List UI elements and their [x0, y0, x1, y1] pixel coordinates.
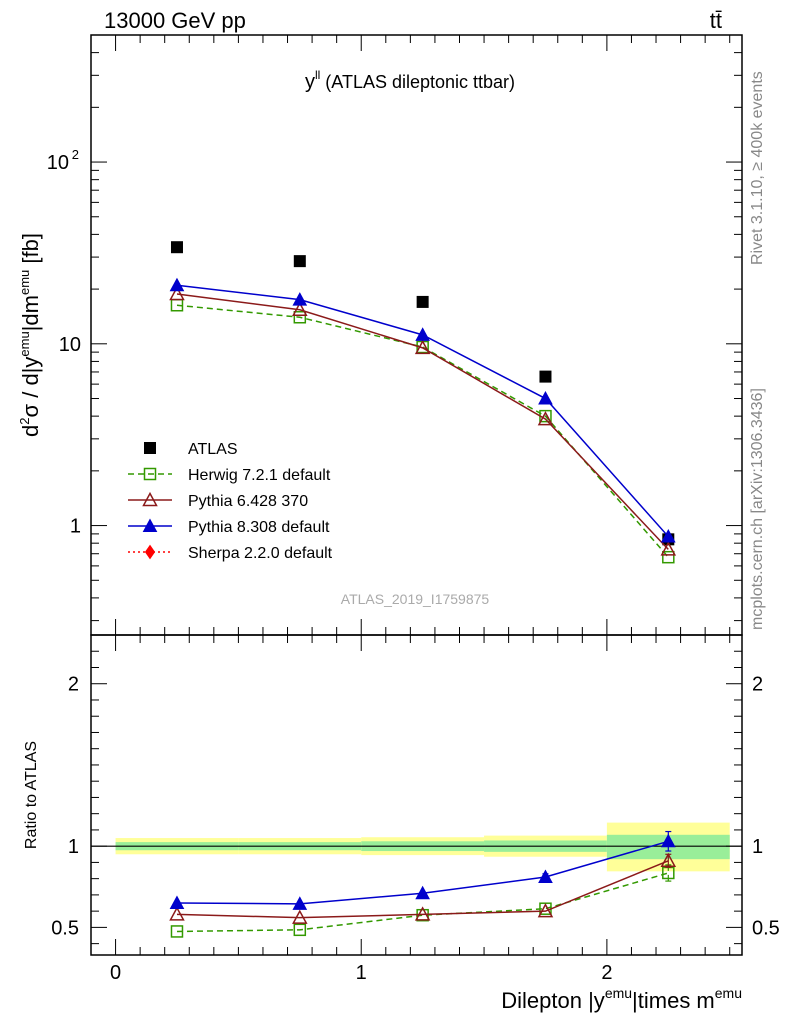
process-label: tt̄ — [710, 8, 722, 33]
legend-label: Sherpa 2.2.0 default — [188, 545, 333, 562]
ratio-data-point — [169, 895, 185, 910]
data-point — [292, 292, 308, 306]
data-point — [660, 529, 676, 543]
ratio-data-point — [414, 906, 431, 921]
data-point — [416, 295, 429, 308]
data-point — [660, 541, 677, 556]
data-point — [170, 241, 183, 254]
legend-marker — [142, 491, 158, 507]
ratio-data-point — [292, 909, 308, 924]
rivet-label: Rivet 3.1.10, ≥ 400k events — [749, 71, 766, 265]
mcplots-label: mcplots.cern.ch [arXiv:1306.3436] — [749, 388, 766, 630]
data-point — [415, 327, 430, 341]
y-tick-label: 10 — [47, 152, 69, 174]
data-point — [414, 339, 431, 355]
ratio-data-point — [660, 852, 677, 868]
x-axis-label: Dilepton |yemu|times memu — [501, 985, 742, 1013]
ratio-series-line — [176, 860, 669, 919]
y-tick-label-right: 2 — [752, 674, 763, 696]
ratio-data-point — [170, 925, 184, 938]
y-tick-label: 10 — [59, 334, 81, 356]
legend-label: ATLAS — [188, 441, 238, 458]
ratio-data-point — [415, 885, 430, 900]
data-point — [539, 370, 552, 383]
ratio-data-point — [660, 833, 676, 848]
legend-marker — [143, 467, 157, 481]
ratio-y-axis-label: Ratio to ATLAS — [23, 741, 40, 849]
data-point — [292, 301, 308, 316]
ratio-data-point — [292, 896, 308, 910]
data-point — [293, 310, 307, 324]
analysis-id: ATLAS_2019_I1759875 — [341, 591, 490, 607]
y-tick-label: 2 — [68, 674, 79, 696]
data-point — [293, 255, 306, 268]
ratio-frame — [90, 634, 743, 956]
chart-title: yll (ATLAS dileptonic ttbar) — [305, 68, 515, 93]
y-tick-label: 0.5 — [51, 917, 79, 939]
y-tick-label-right: 0.5 — [752, 917, 780, 939]
ratio-data-point — [293, 923, 307, 937]
data-point — [538, 390, 553, 405]
legend-label: Pythia 6.428 370 — [188, 493, 308, 510]
legend-label: Pythia 8.308 default — [188, 519, 330, 536]
y-tick-label-right: 1 — [752, 836, 763, 858]
data-point — [169, 277, 185, 292]
legend-marker — [142, 518, 158, 532]
x-tick-label: 0 — [110, 962, 121, 984]
y-axis-label: d2σ / d|yemu|dmemu [fb] — [17, 233, 43, 437]
ratio-data-point — [537, 903, 554, 918]
series-line — [176, 293, 669, 550]
legend-marker — [144, 442, 156, 454]
legend-label: Herwig 7.2.1 default — [188, 467, 331, 484]
x-tick-label: 2 — [601, 962, 612, 984]
data-point — [169, 285, 185, 301]
y-tick-label: 1 — [70, 516, 81, 538]
legend: ATLAS Herwig 7.2.1 default Pythia 6.428 37… — [128, 441, 333, 562]
ratio-data-point — [538, 869, 553, 884]
ratio-series-line — [176, 872, 669, 933]
ratio-panel: 0.5 0.5 1 1 2 2 0 1 2 Ratio to ATLAS Dilepton |yem… — [23, 634, 780, 1013]
y-tick-label-exponent: 2 — [72, 147, 79, 162]
x-tick-label: 1 — [356, 962, 367, 984]
energy-label: 13000 GeV pp — [104, 8, 246, 33]
y-tick-label: 1 — [68, 836, 79, 858]
ratio-data-point — [169, 906, 185, 921]
legend-marker — [144, 544, 156, 560]
data-point — [662, 550, 675, 564]
data-point — [537, 411, 554, 426]
